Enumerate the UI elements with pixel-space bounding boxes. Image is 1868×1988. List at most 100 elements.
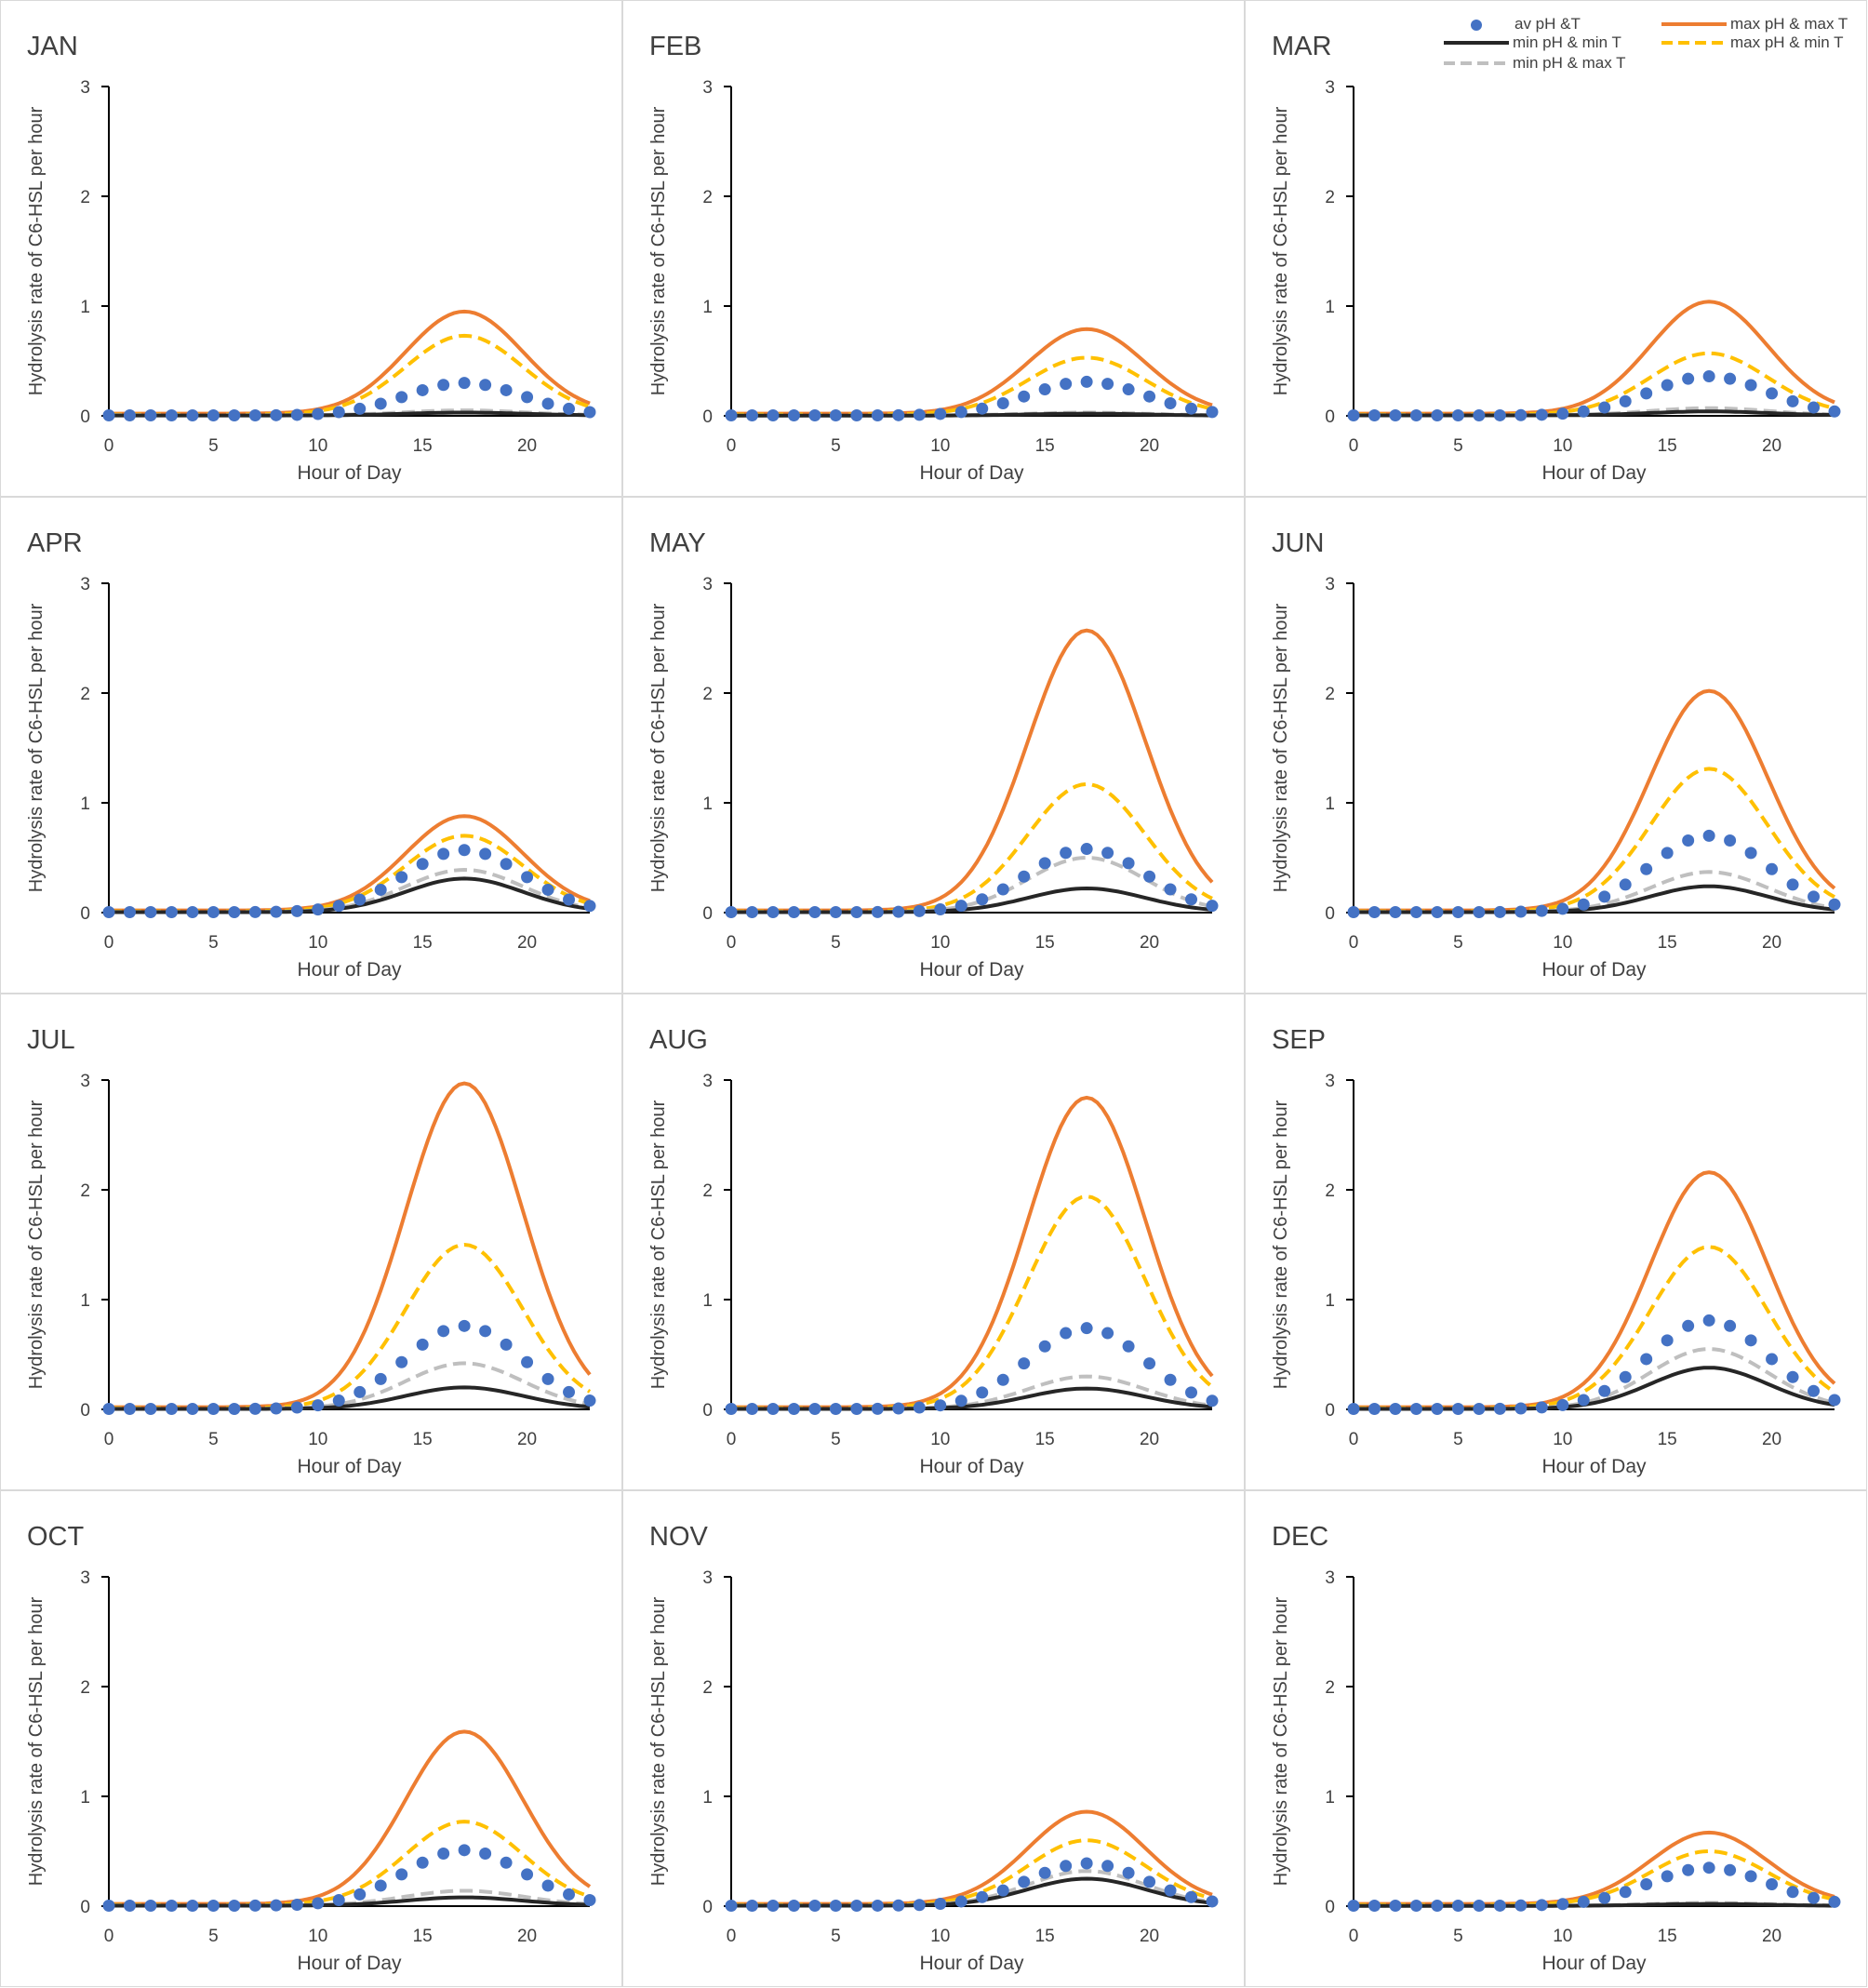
data-point-av <box>996 1884 1009 1897</box>
data-point-av <box>186 1900 199 1913</box>
data-point-av <box>521 391 534 404</box>
data-point-av <box>829 409 842 422</box>
data-point-av <box>1786 878 1799 891</box>
data-point-av <box>144 409 157 422</box>
y-tick-label: 2 <box>702 1181 713 1201</box>
y-tick-label: 3 <box>80 78 90 98</box>
series-line-minmin <box>731 411 1212 418</box>
x-tick-label: 5 <box>208 436 219 456</box>
y-tick-label: 2 <box>1325 1181 1335 1201</box>
y-axis-label: Hydrolysis rate of C6-HSL per hour <box>1271 1100 1291 1389</box>
x-tick-label: 15 <box>1658 1430 1677 1449</box>
data-point-av <box>1766 387 1779 400</box>
panel-title: AUG <box>649 1025 708 1055</box>
y-axis-label: Hydrolysis rate of C6-HSL per hour <box>648 1596 669 1886</box>
chart-panel-jan: JAN Hydrolysis rate of C6-HSL per hour Hou… <box>0 0 622 497</box>
y-tick-label: 3 <box>1325 575 1335 594</box>
y-tick-label: 3 <box>702 575 713 594</box>
data-point-av <box>374 883 387 896</box>
x-tick-label: 15 <box>413 436 433 456</box>
data-point-av <box>1451 409 1464 422</box>
data-point-av <box>1744 1334 1757 1347</box>
y-axis-label: Hydrolysis rate of C6-HSL per hour <box>26 1100 47 1389</box>
data-point-av <box>1080 1857 1093 1870</box>
data-point-av <box>1661 1334 1674 1347</box>
data-point-av <box>290 408 303 421</box>
data-point-av <box>270 1402 283 1415</box>
panel-title: SEP <box>1272 1025 1326 1055</box>
y-tick-label: 2 <box>702 685 713 704</box>
series-line-maxmax <box>1354 1170 1836 1409</box>
x-tick-label: 5 <box>831 1430 841 1449</box>
data-point-av <box>332 900 345 913</box>
data-point-av <box>996 1373 1009 1386</box>
data-point-av <box>312 1399 325 1412</box>
data-point-av <box>850 1402 863 1415</box>
data-point-av <box>892 1402 905 1415</box>
data-point-av <box>1661 379 1674 392</box>
y-tick-label: 3 <box>1325 1568 1335 1588</box>
data-point-av <box>354 893 367 906</box>
y-tick-label: 0 <box>80 1898 90 1917</box>
x-tick-label: 5 <box>1453 1927 1463 1946</box>
data-point-av <box>725 906 738 919</box>
data-point-av <box>102 1900 115 1913</box>
chart-panel-dec: DEC Hydrolysis rate of C6-HSL per hour Hou… <box>1245 1490 1867 1987</box>
data-point-av <box>1535 904 1548 917</box>
data-point-av <box>228 1402 241 1415</box>
y-tick-label: 1 <box>1325 298 1335 317</box>
data-point-av <box>1368 1900 1381 1913</box>
x-tick-label: 0 <box>1349 1430 1359 1449</box>
data-point-av <box>1619 1370 1632 1383</box>
data-point-av <box>583 1394 596 1408</box>
data-point-av <box>1682 1319 1695 1332</box>
x-tick-label: 20 <box>1140 436 1159 456</box>
data-point-av <box>1473 1900 1486 1913</box>
series-line-maxmin <box>1354 1848 1835 1907</box>
x-axis-label: Hour of Day <box>1541 1456 1647 1477</box>
x-tick-label: 10 <box>930 933 950 953</box>
data-point-av <box>437 1325 450 1338</box>
data-point-av <box>1766 862 1779 875</box>
chart-svg: JUL Hydrolysis rate of C6-HSL per hour Hou… <box>26 1025 596 1477</box>
y-tick-label: 2 <box>702 1678 713 1698</box>
data-point-av <box>1682 372 1695 385</box>
data-point-av <box>1038 857 1051 870</box>
data-point-av <box>1577 898 1590 911</box>
data-point-av <box>1514 905 1528 918</box>
x-tick-label: 10 <box>1553 1430 1572 1449</box>
y-tick-label: 3 <box>702 1072 713 1091</box>
data-point-av <box>1206 1394 1219 1408</box>
data-point-av <box>207 1403 220 1416</box>
chart-svg: SEP Hydrolysis rate of C6-HSL per hour Hou… <box>1271 1025 1841 1477</box>
data-point-av <box>1808 1891 1821 1904</box>
data-point-av <box>934 407 947 420</box>
data-point-av <box>1724 1863 1737 1876</box>
y-tick-label: 0 <box>1325 904 1335 924</box>
data-point-av <box>1368 409 1381 422</box>
data-point-av <box>1389 906 1402 919</box>
data-point-av <box>1060 847 1073 860</box>
series-line-maxmin <box>1354 351 1835 417</box>
data-point-av <box>563 1385 576 1398</box>
x-tick-label: 0 <box>727 933 737 953</box>
data-point-av <box>479 1325 492 1338</box>
x-axis-label: Hour of Day <box>919 462 1024 484</box>
series-line-maxmin <box>731 1838 1213 1907</box>
x-axis-label: Hour of Day <box>1541 959 1647 981</box>
data-point-av <box>745 1403 758 1416</box>
data-point-av <box>1101 847 1114 860</box>
data-point-av <box>458 844 471 857</box>
data-point-av <box>186 906 199 919</box>
data-point-av <box>1389 1900 1402 1913</box>
y-tick-label: 0 <box>80 407 90 427</box>
data-point-av <box>228 1900 241 1913</box>
data-point-av <box>563 1888 576 1901</box>
data-point-av <box>1640 1353 1653 1366</box>
data-point-av <box>1018 1875 1031 1888</box>
x-tick-label: 15 <box>1035 1430 1055 1449</box>
data-point-av <box>1164 883 1177 896</box>
data-point-av <box>1018 390 1031 403</box>
data-point-av <box>1619 394 1632 407</box>
data-point-av <box>521 871 534 884</box>
